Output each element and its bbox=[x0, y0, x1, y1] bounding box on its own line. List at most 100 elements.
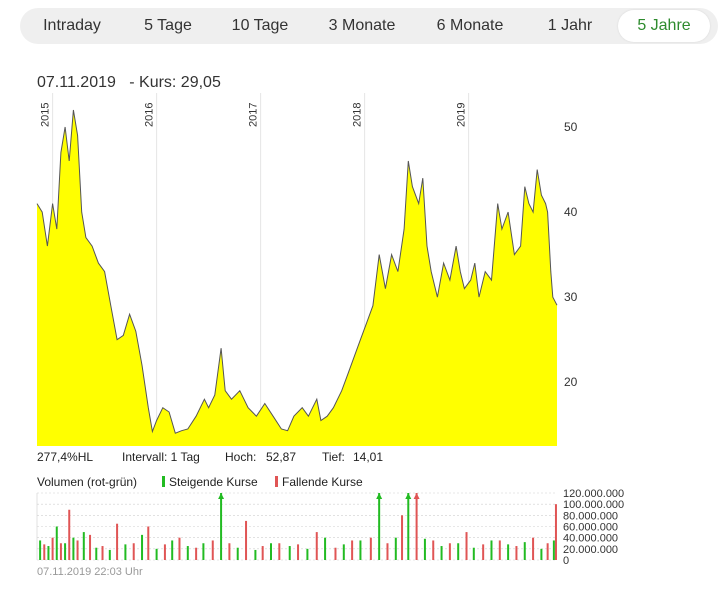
falling-swatch bbox=[275, 476, 278, 487]
range-tab-bar: Intraday 5 Tage 10 Tage 3 Monate 6 Monat… bbox=[20, 8, 718, 44]
volume-bar bbox=[43, 544, 46, 560]
volume-overflow-marker bbox=[413, 493, 420, 499]
volume-bar bbox=[254, 549, 257, 560]
volume-bar bbox=[523, 542, 526, 560]
volume-bar bbox=[401, 515, 404, 560]
volume-bar bbox=[423, 538, 426, 560]
high-value: 52,87 bbox=[266, 450, 297, 464]
price-line bbox=[36, 109, 558, 434]
legend-falling: Fallende Kurse bbox=[275, 475, 363, 489]
volume-bar bbox=[270, 543, 272, 560]
volume-bar bbox=[108, 549, 111, 560]
volume-bar bbox=[202, 543, 205, 560]
volume-bar bbox=[141, 534, 144, 560]
volume-bar bbox=[532, 537, 535, 560]
tab-1-jahr[interactable]: 1 Jahr bbox=[547, 17, 593, 34]
volume-overflow-marker bbox=[376, 493, 383, 499]
volume-bar bbox=[261, 546, 264, 560]
volume-overflow-marker bbox=[218, 493, 225, 499]
tab-intraday[interactable]: Intraday bbox=[43, 17, 101, 34]
volume-y-tick-label: 0 bbox=[563, 555, 569, 567]
volume-bar bbox=[552, 540, 555, 560]
volume-overflow-marker bbox=[405, 493, 412, 499]
volume-bar bbox=[315, 532, 318, 560]
y-tick-label: 50 bbox=[564, 120, 578, 134]
volume-bars bbox=[39, 493, 557, 560]
volume-bar bbox=[59, 543, 62, 560]
quote-price: Kurs: 29,05 bbox=[139, 74, 221, 91]
volume-bar bbox=[236, 547, 239, 560]
volume-y-axis: 020.000.00040.000.00060.000.00080.000.00… bbox=[563, 488, 624, 567]
volume-bar bbox=[95, 547, 98, 560]
price-area bbox=[37, 110, 557, 446]
x-tick-label: 2017 bbox=[248, 103, 260, 127]
volume-bar bbox=[369, 537, 372, 560]
price-y-axis: 20 30 40 50 bbox=[564, 120, 578, 389]
rising-swatch bbox=[162, 476, 165, 487]
volume-bar bbox=[68, 509, 71, 560]
volume-bar bbox=[178, 537, 181, 560]
high-label: Hoch: bbox=[225, 450, 257, 464]
volume-bar bbox=[498, 540, 501, 560]
volume-bar bbox=[378, 493, 381, 560]
volume-bar bbox=[546, 543, 549, 560]
volume-bar bbox=[540, 548, 543, 560]
tab-6-monate[interactable]: 6 Monate bbox=[436, 17, 504, 34]
volume-bar bbox=[195, 547, 198, 560]
legend-rising: Steigende Kurse bbox=[162, 475, 258, 489]
tab-5-tage[interactable]: 5 Tage bbox=[144, 17, 192, 34]
tab-10-tage[interactable]: 10 Tage bbox=[231, 17, 289, 34]
volume-bar bbox=[220, 493, 223, 560]
volume-bar bbox=[407, 493, 410, 560]
header-separator: - bbox=[120, 74, 140, 91]
volume-bar bbox=[51, 537, 54, 560]
volume-y-tick-label: 80.000.000 bbox=[563, 510, 618, 522]
volume-y-tick-label: 60.000.000 bbox=[563, 522, 618, 534]
volume-bar bbox=[228, 543, 231, 560]
volume-bar bbox=[465, 532, 468, 560]
tab-5-jahre[interactable]: 5 Jahre bbox=[618, 10, 710, 42]
volume-y-tick-label: 120.000.000 bbox=[563, 488, 624, 500]
volume-bar bbox=[116, 523, 119, 560]
y-tick-label: 20 bbox=[564, 375, 578, 389]
volume-bar bbox=[72, 537, 75, 560]
volume-bar bbox=[147, 526, 150, 560]
volume-grid bbox=[36, 492, 557, 561]
volume-bar bbox=[448, 543, 451, 560]
volume-bar bbox=[278, 543, 281, 560]
volume-bar bbox=[334, 547, 337, 560]
volume-bar bbox=[554, 504, 557, 560]
performance-change: 277,4%HL bbox=[37, 450, 94, 464]
volume-bar bbox=[415, 493, 418, 560]
volume-bar bbox=[482, 544, 485, 560]
volume-bar bbox=[89, 534, 92, 560]
volume-bar bbox=[297, 544, 300, 560]
volume-bar bbox=[507, 544, 510, 560]
volume-bar bbox=[186, 546, 189, 560]
x-tick-label: 2018 bbox=[352, 103, 364, 127]
interval-label: Intervall: 1 Tag bbox=[122, 450, 200, 464]
volume-bar bbox=[288, 546, 291, 560]
volume-bar bbox=[171, 540, 174, 560]
quote-date: 07.11.2019 bbox=[37, 74, 116, 91]
tab-3-monate[interactable]: 3 Monate bbox=[328, 17, 396, 34]
volume-bar bbox=[55, 526, 58, 560]
y-tick-label: 30 bbox=[564, 290, 578, 304]
price-x-axis: 2015 2016 2017 2018 2019 bbox=[40, 103, 468, 127]
x-tick-label: 2019 bbox=[456, 103, 468, 127]
volume-bar bbox=[155, 548, 158, 560]
volume-bar bbox=[101, 546, 104, 560]
y-tick-label: 40 bbox=[564, 205, 578, 219]
volume-y-tick-label: 20.000.000 bbox=[563, 544, 618, 556]
x-tick-label: 2016 bbox=[144, 103, 156, 127]
timestamp: 07.11.2019 22:03 Uhr bbox=[37, 566, 143, 578]
volume-bar bbox=[64, 543, 67, 560]
volume-bar bbox=[386, 543, 389, 560]
volume-bar bbox=[76, 540, 79, 560]
x-tick-label: 2015 bbox=[40, 103, 52, 127]
low-value: 14,01 bbox=[353, 450, 384, 464]
volume-bar bbox=[342, 544, 345, 560]
volume-bar bbox=[490, 540, 493, 560]
chart-header: 07.11.2019 - Kurs: 29,05 bbox=[37, 74, 221, 92]
